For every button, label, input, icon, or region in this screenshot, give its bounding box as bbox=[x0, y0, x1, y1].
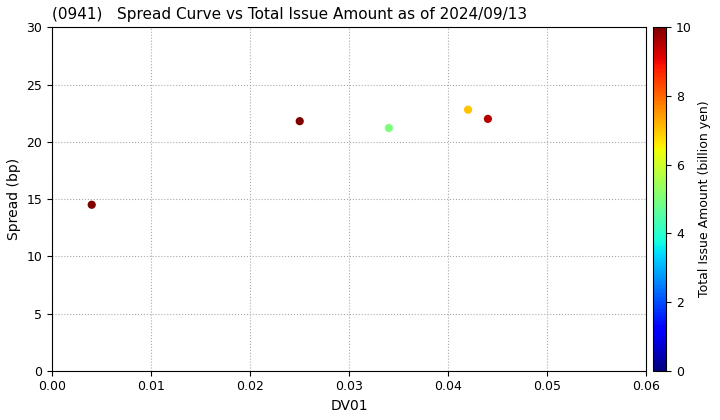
Point bbox=[383, 125, 395, 131]
Y-axis label: Spread (bp): Spread (bp) bbox=[7, 158, 21, 240]
Point bbox=[482, 116, 494, 122]
Point bbox=[294, 118, 305, 124]
Text: (0941)   Spread Curve vs Total Issue Amount as of 2024/09/13: (0941) Spread Curve vs Total Issue Amoun… bbox=[52, 7, 527, 22]
X-axis label: DV01: DV01 bbox=[330, 399, 368, 413]
Y-axis label: Total Issue Amount (billion yen): Total Issue Amount (billion yen) bbox=[698, 101, 711, 297]
Point bbox=[462, 106, 474, 113]
Point bbox=[86, 202, 97, 208]
